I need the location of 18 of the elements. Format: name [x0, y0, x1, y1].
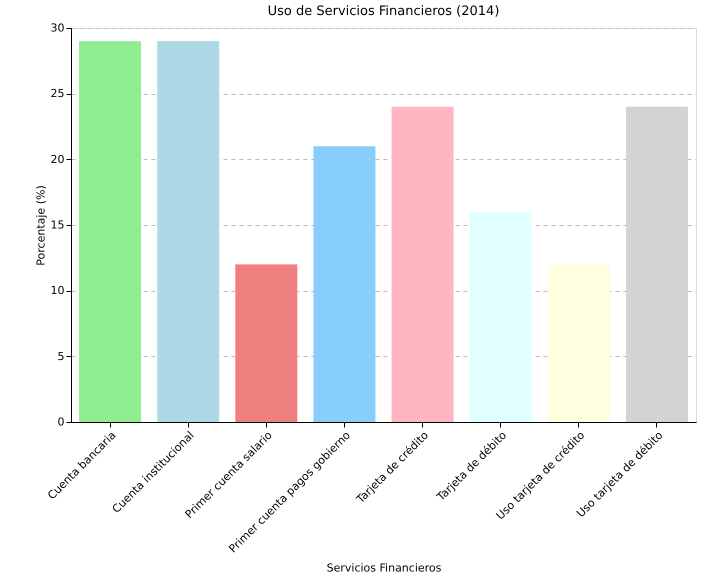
bar: [470, 212, 532, 422]
bar: [392, 106, 454, 422]
bar: [235, 264, 298, 422]
y-tick-label: 30: [50, 22, 64, 34]
y-tick-label: 5: [58, 350, 64, 363]
y-axis-title: Porcentaje (%): [34, 185, 48, 266]
bar: [626, 106, 688, 422]
x-axis-title: Servicios Financieros: [326, 562, 442, 575]
bar: [548, 264, 610, 422]
bar: [79, 41, 142, 422]
y-tick-label: 25: [50, 87, 64, 100]
bar: [157, 41, 220, 422]
y-tick-label: 20: [50, 152, 64, 166]
bar: [313, 146, 376, 422]
chart-title: Uso de Servicios Financieros (2014): [268, 4, 500, 19]
y-tick-label: 15: [50, 218, 64, 232]
y-tick-label: 10: [50, 284, 64, 298]
y-tick-label: 0: [58, 416, 64, 428]
